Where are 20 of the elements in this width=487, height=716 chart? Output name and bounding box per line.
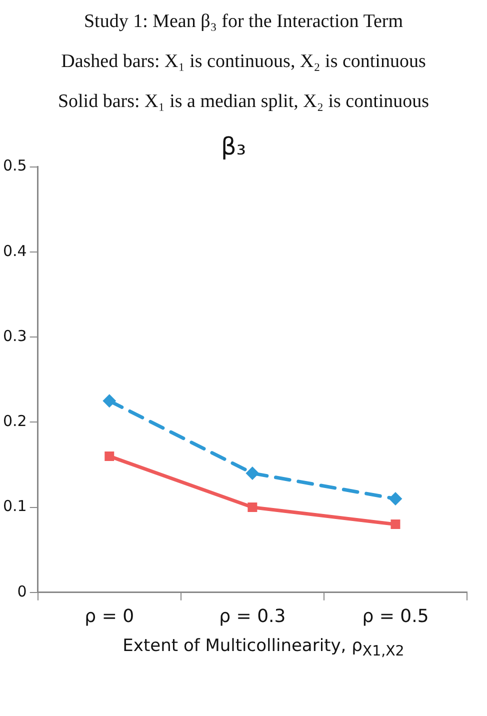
x-tick-label: ρ = 0.5 (362, 606, 429, 627)
point (248, 502, 258, 512)
x-axis-title: Extent of Multicollinearity, ρ$_{X1,X2}$ (122, 636, 406, 660)
y-tick-label: 0.5 (2, 156, 27, 175)
point (388, 492, 402, 506)
point (104, 451, 114, 461)
y-tick-label: 0.4 (2, 242, 27, 260)
y-tick-label: 0 (17, 582, 27, 600)
x-tick-label: ρ = 0 (84, 606, 134, 627)
point (246, 466, 259, 480)
point (102, 394, 116, 408)
text: Study 1: Mean β₃ for the Interaction Term (82, 10, 404, 34)
chart-title: β₃ (221, 132, 246, 161)
y-tick-label: 0.1 (2, 497, 27, 516)
point (390, 520, 400, 530)
text: Solid bars: X₁ is a median split, X₂ is continuous (56, 90, 430, 114)
text: Dashed bars: X₁ is continuous, X₂ is continuous (60, 50, 427, 74)
x-tick-label: ρ = 0.3 (219, 606, 286, 627)
y-tick-label: 0.2 (2, 412, 27, 430)
y-tick-label: 0.3 (2, 326, 27, 345)
